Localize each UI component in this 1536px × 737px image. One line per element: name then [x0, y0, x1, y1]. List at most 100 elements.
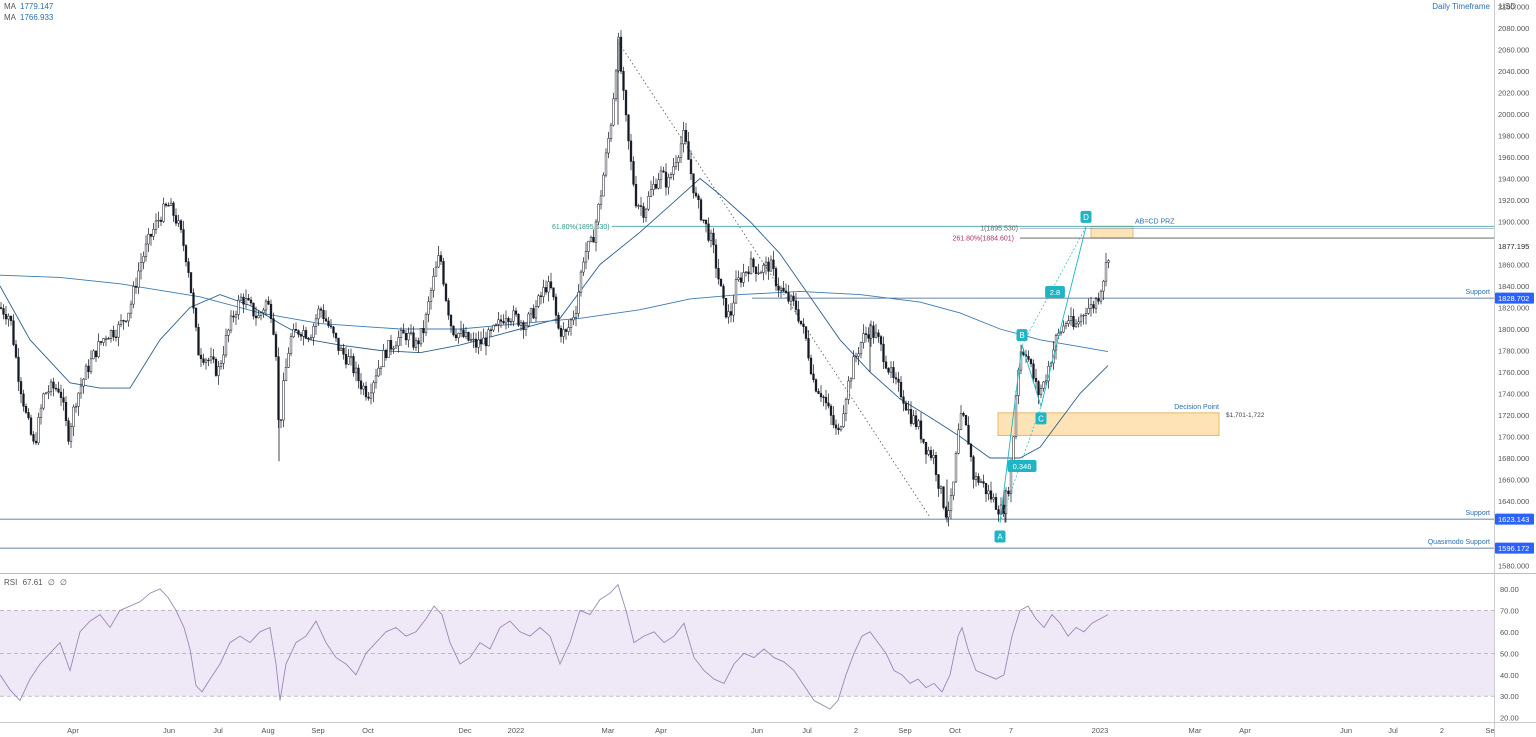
candle-body: [327, 320, 330, 327]
candle-body: [724, 297, 728, 318]
candle-body: [34, 440, 38, 444]
candle-body: [1069, 315, 1073, 322]
candle-body: [44, 392, 48, 395]
candle-body: [284, 367, 288, 381]
candle-body: [377, 367, 380, 377]
candle-body: [519, 322, 523, 326]
candle-body: [832, 415, 835, 426]
candle-body: [204, 359, 208, 363]
candle-body: [629, 140, 633, 162]
candle-body: [354, 367, 358, 374]
candle-body: [187, 261, 190, 273]
candle-body: [837, 427, 840, 431]
price-tick-26: 1596.172: [1498, 544, 1529, 553]
ma-legend-2-label: MA: [4, 13, 16, 22]
rsi-tick-3: 50.00: [1500, 649, 1519, 658]
candle-body: [329, 325, 333, 328]
candle-body: [52, 381, 55, 389]
candle-body: [1027, 356, 1030, 360]
candle-body: [157, 219, 160, 222]
candle-body: [694, 192, 698, 197]
rsi-line: [0, 583, 1109, 710]
candle-body: [752, 258, 755, 268]
candle-body: [792, 295, 795, 302]
candle-body: [1077, 321, 1080, 325]
rsi-tick-2: 60.00: [1500, 628, 1519, 637]
candle-body: [274, 334, 278, 357]
candle-body: [54, 387, 58, 390]
candle-body: [89, 358, 93, 373]
zone-box-1: [997, 412, 1220, 436]
candle-body: [94, 350, 98, 358]
candle-body: [722, 285, 725, 299]
candle-body: [939, 486, 943, 489]
candle-body: [407, 332, 410, 341]
candle-body: [994, 497, 998, 510]
candle-body: [84, 365, 88, 380]
candle-body: [819, 393, 823, 398]
candle-body: [397, 337, 400, 347]
rsi-tick-1: 70.00: [1500, 606, 1519, 615]
price-tick-1: 2080.000: [1498, 24, 1529, 33]
candle-body: [814, 379, 818, 392]
candle-body: [217, 366, 220, 376]
rsi-tick-5: 30.00: [1500, 692, 1519, 701]
time-tick-17: Mar: [1189, 726, 1202, 735]
rsi-tick-0: 80.00: [1500, 585, 1519, 594]
candle-body: [1059, 331, 1063, 334]
candle-body: [919, 420, 923, 440]
ma-legend-1-label: MA: [4, 2, 16, 11]
pattern-point-box-D: [1080, 210, 1092, 223]
candle-body: [897, 378, 900, 383]
candle-body: [607, 138, 610, 154]
time-tick-18: Apr: [1239, 726, 1251, 735]
price-tick-0: 2100.000: [1498, 2, 1529, 11]
candle-body: [39, 407, 43, 418]
candle-body: [227, 329, 230, 336]
candle-body: [224, 335, 228, 356]
rsi-legend-label: RSI: [4, 578, 18, 587]
candle-body: [929, 450, 933, 459]
candle-body: [859, 342, 863, 355]
candle-body: [257, 315, 260, 319]
candle-body: [864, 333, 868, 335]
price-tick-14: 1828.702: [1498, 294, 1529, 303]
candle-body: [59, 391, 63, 398]
candle-body: [19, 381, 23, 395]
candle-body: [434, 266, 438, 277]
candle-body: [774, 268, 778, 287]
candle-body: [549, 281, 553, 289]
candle-body: [972, 456, 975, 480]
candle-body: [949, 495, 953, 511]
price-tick-11: 1877.195: [1498, 242, 1529, 251]
candle-body: [124, 320, 128, 323]
price-tick-25: 1623.143: [1498, 515, 1529, 524]
candle-body: [469, 339, 473, 341]
candle-body: [962, 413, 965, 416]
candle-body: [804, 326, 808, 339]
candle-body: [437, 255, 440, 268]
moving-average-layer: [0, 42, 1109, 518]
candle-body: [47, 391, 50, 394]
candle-body: [242, 296, 245, 305]
candle-body: [117, 324, 120, 338]
candle-body: [922, 438, 925, 443]
candle-body: [632, 161, 635, 185]
candle-body: [317, 308, 320, 320]
time-tick-5: Oct: [362, 726, 375, 735]
levels-layer: 61.80%(1895.530) 1(1895.530) 261.80%(1884.…: [0, 224, 1494, 549]
candle-body: [664, 171, 668, 188]
candle-body: [342, 347, 345, 355]
candle-body: [587, 240, 590, 252]
time-tick-0: Apr: [67, 726, 79, 735]
candle-body: [374, 375, 378, 383]
timeframe-label: Daily Timeframe: [1432, 2, 1490, 11]
candle-body: [794, 300, 798, 310]
candle-body: [857, 353, 860, 357]
pattern-ratio-label-1: 0.346: [1013, 462, 1032, 471]
candle-body: [757, 272, 760, 274]
pattern-point-box-C: [1035, 412, 1047, 425]
candle-body: [957, 429, 960, 454]
price-tick-4: 2020.000: [1498, 88, 1529, 97]
